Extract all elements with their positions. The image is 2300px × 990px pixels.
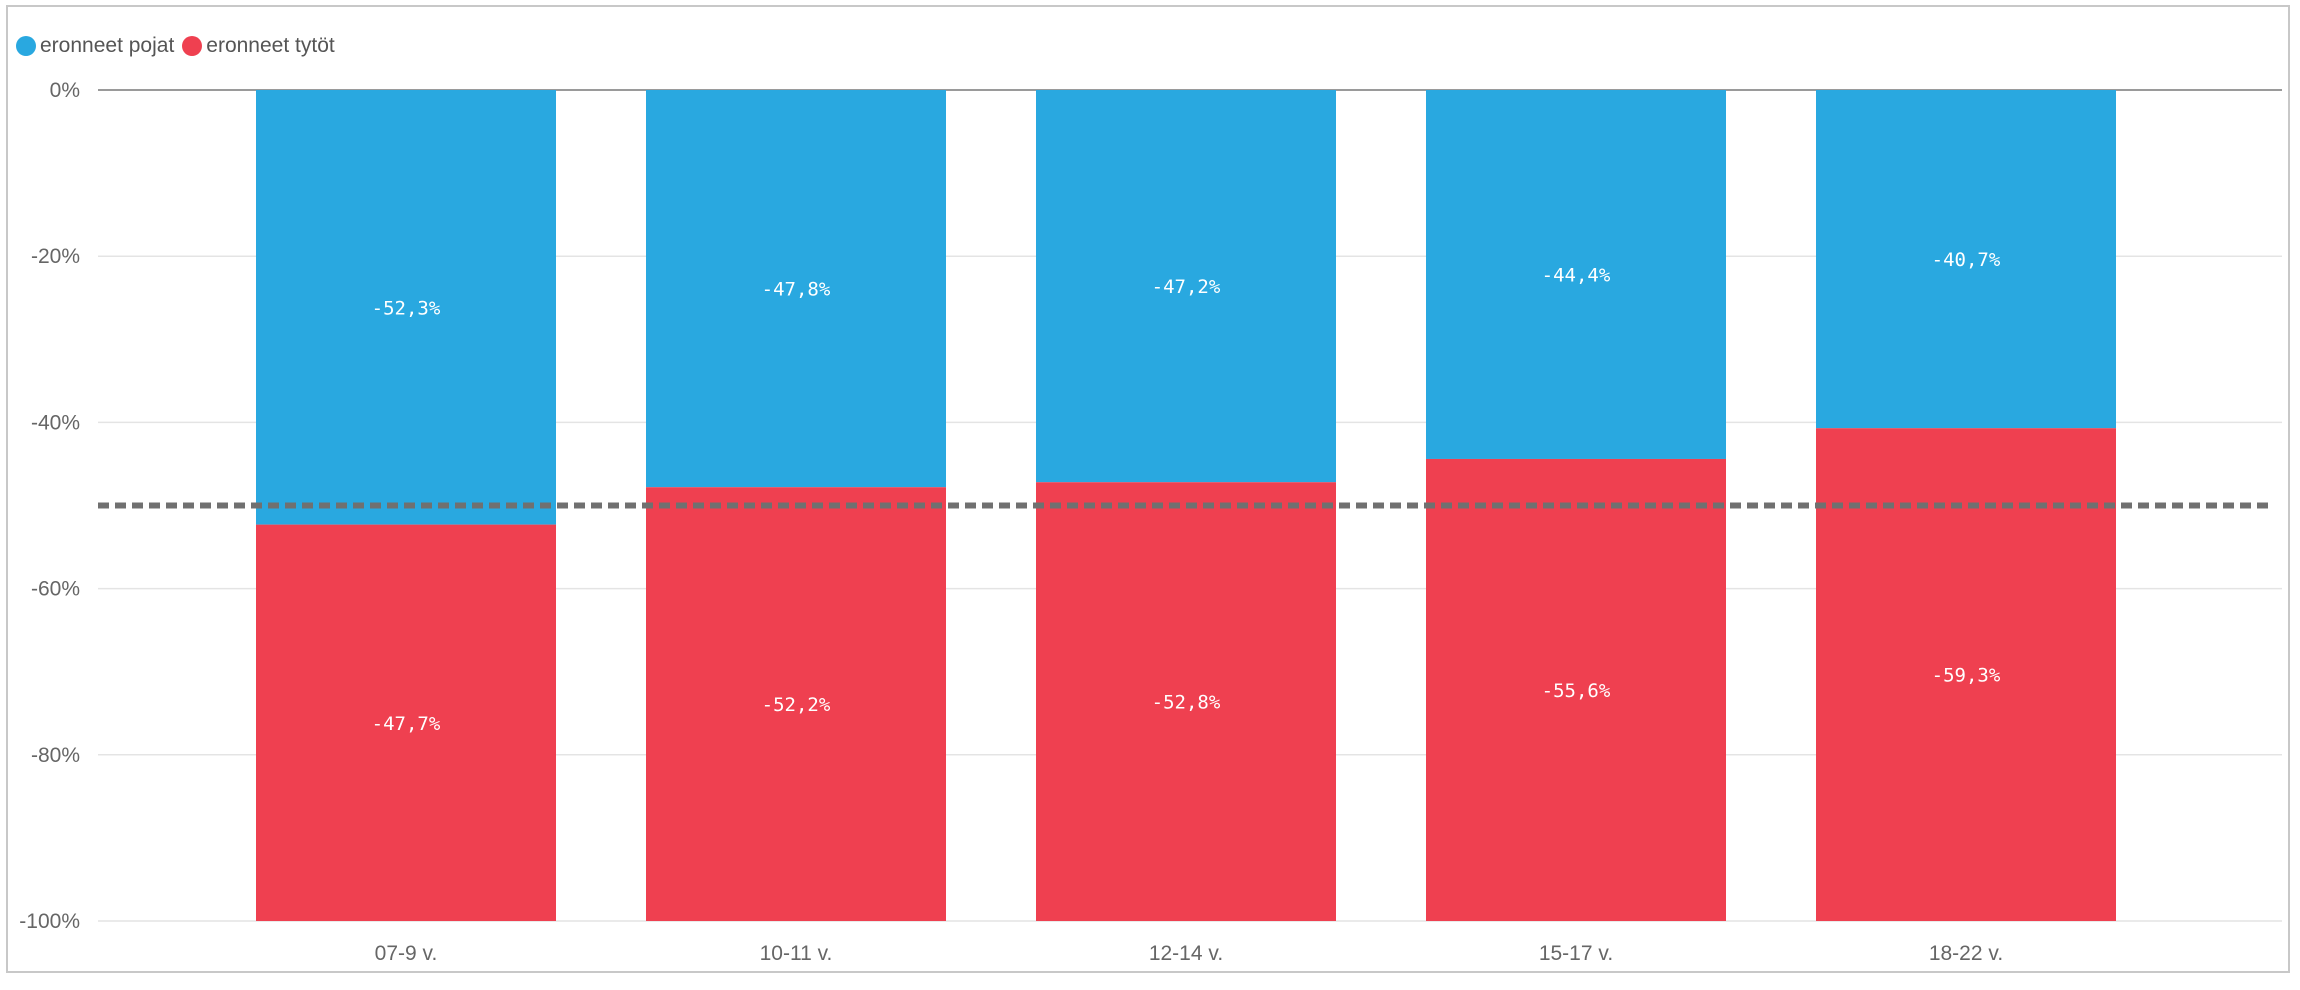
data-label-girls: -55,6% <box>1542 680 1611 702</box>
y-tick-label: -60% <box>31 578 80 601</box>
legend-marker-girls <box>182 36 203 56</box>
x-tick-label: 07-9 v. <box>375 942 438 965</box>
x-axis-tick-labels: 07-9 v. 10-11 v. 12-14 v. 15-17 v. 18-22 v. <box>375 942 2003 965</box>
data-label-boys: -44,4% <box>1542 264 1611 286</box>
data-label-girls: -59,3% <box>1932 665 2001 687</box>
y-tick-label: -100% <box>19 910 80 933</box>
data-labels: -52,3% -47,7% -47,8% -52,2% -47,2% -52,8% -44,… <box>372 249 2001 735</box>
bar-girls <box>1036 482 1336 921</box>
y-tick-label: 0% <box>50 79 80 102</box>
y-axis-tick-labels: 0% -20% -40% -60% -80% -100% <box>19 79 80 933</box>
legend-item-girls[interactable]: eronneet tytöt <box>182 34 335 58</box>
data-label-boys: -40,7% <box>1932 249 2001 271</box>
y-tick-label: -80% <box>31 744 80 767</box>
legend-item-boys[interactable]: eronneet pojat <box>16 34 174 58</box>
data-label-boys: -47,2% <box>1152 276 1221 298</box>
x-tick-label: 15-17 v. <box>1539 942 1613 965</box>
bar-boys <box>1036 90 1336 483</box>
bar-boys <box>646 90 946 488</box>
legend: eronneet pojat eronneet tytöt <box>16 34 335 58</box>
x-tick-label: 10-11 v. <box>760 942 833 965</box>
legend-marker-boys <box>16 36 36 56</box>
legend-label-girls: eronneet tytöt <box>206 34 335 57</box>
data-label-girls: -52,8% <box>1152 692 1221 714</box>
data-label-girls: -47,7% <box>372 713 441 735</box>
x-tick-label: 12-14 v. <box>1149 942 1223 965</box>
bar-girls <box>1816 428 2116 921</box>
bar-girls <box>646 487 946 921</box>
bar-girls <box>256 524 556 921</box>
bar-boys <box>1426 90 1726 459</box>
data-label-boys: -47,8% <box>762 279 831 301</box>
bar-boys <box>1816 90 2116 429</box>
x-tick-label: 18-22 v. <box>1929 942 2003 965</box>
bars <box>256 90 2116 921</box>
y-tick-label: -20% <box>31 245 80 268</box>
legend-label-boys: eronneet pojat <box>40 34 175 57</box>
bar-boys <box>256 90 556 525</box>
data-label-girls: -52,2% <box>762 694 831 716</box>
bar-girls <box>1426 458 1726 921</box>
y-tick-label: -40% <box>31 411 80 434</box>
data-label-boys: -52,3% <box>372 297 441 319</box>
